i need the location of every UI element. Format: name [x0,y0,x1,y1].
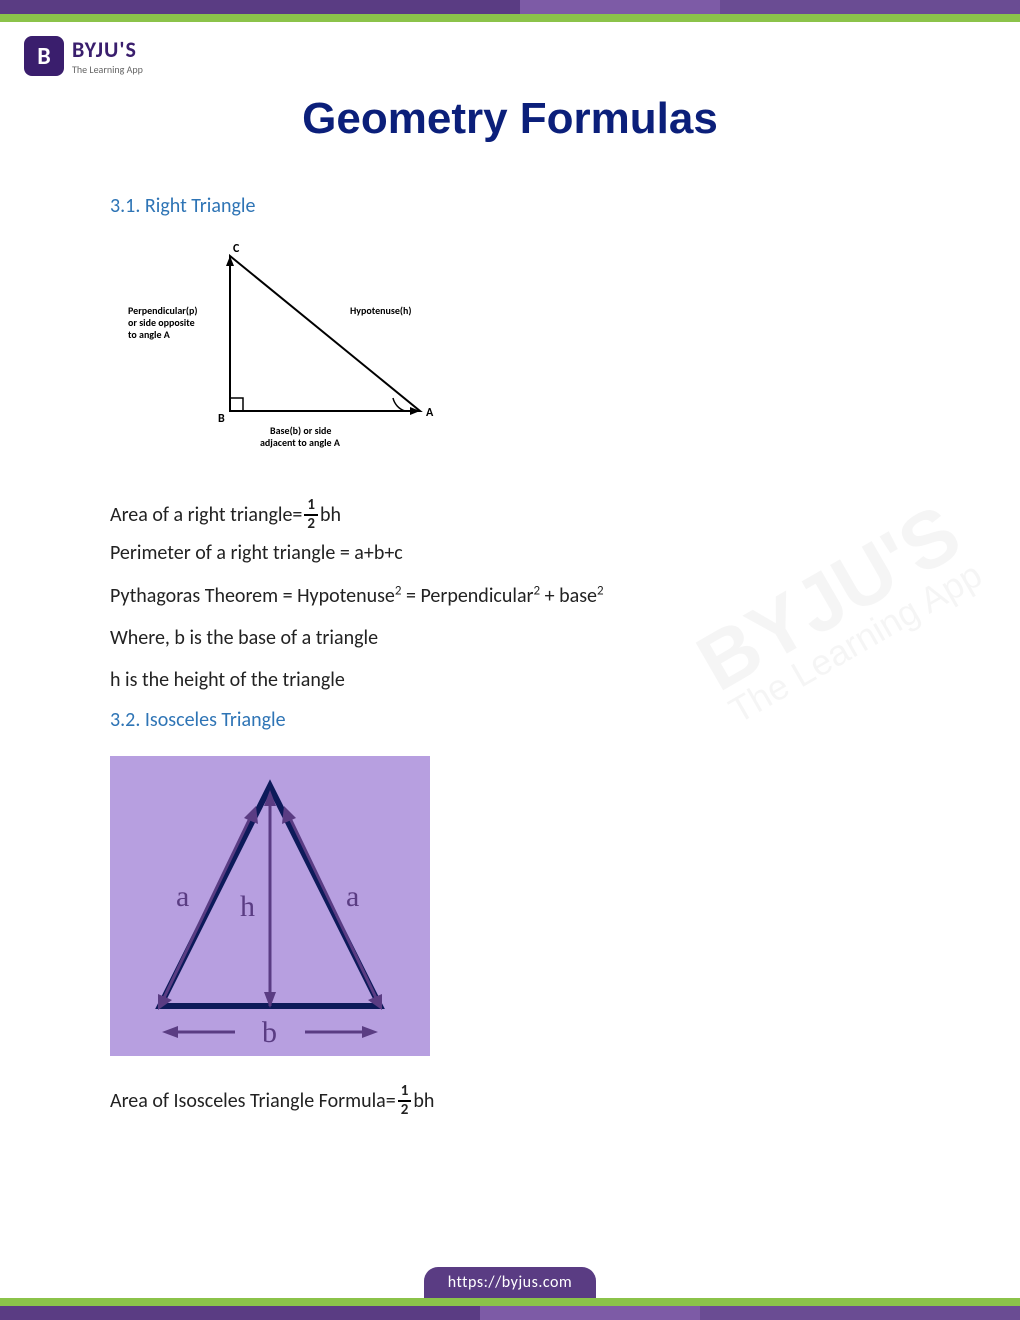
right-triangle-perimeter-formula: Perimeter of a right triangle = a+b+c [110,538,910,568]
iso-area-suffix: bh [413,1086,434,1116]
content-body: 3.1. Right Triangle C B A Perpendicular(… [0,194,1020,1118]
where-b-text: Where, b is the base of a triangle [110,624,910,652]
fraction-half-icon: 1 2 [398,1084,412,1118]
brand-tagline: The Learning App [72,63,143,76]
header-green-stripe [0,14,1020,22]
iso-side-a-left: a [176,880,189,913]
logo-badge-icon: B [24,36,64,76]
logo: B BYJU'S The Learning App [0,22,1020,76]
footer-url: https://byjus.com [424,1267,596,1298]
page-title: Geometry Formulas [0,94,1020,144]
right-triangle-diagram: C B A Perpendicular(p) or side opposite … [120,236,460,466]
section-heading-isosceles: 3.2. Isosceles Triangle [110,708,910,732]
brand-name: BYJU'S [72,36,143,63]
isosceles-area-formula: Area of Isosceles Triangle Formula= 1 2 … [110,1084,910,1118]
iso-side-a-right: a [346,880,359,913]
fraction-half-icon: 1 2 [304,498,318,532]
iso-area-prefix: Area of Isosceles Triangle Formula= [110,1086,396,1116]
vertex-c-label: C [233,242,240,256]
vertex-b-label: B [218,412,225,426]
where-h-text: h is the height of the triangle [110,666,910,694]
footer-green-stripe [0,1298,1020,1306]
iso-base-b: b [262,1016,277,1049]
hyp-label: Hypotenuse(h) [350,304,412,317]
pythagoras-formula: Pythagoras Theorem = Hypotenuse2 = Perpe… [110,582,910,610]
area-prefix: Area of a right triangle= [110,500,302,530]
section-heading-right-triangle: 3.1. Right Triangle [110,194,910,218]
perp-label-3: to angle A [128,328,171,341]
footer-stripe [0,1306,1020,1320]
iso-height-h: h [240,890,255,923]
header-stripe [0,0,1020,14]
isosceles-triangle-diagram: a a h b [110,756,430,1056]
area-suffix: bh [320,500,341,530]
footer: https://byjus.com [0,1267,1020,1320]
right-triangle-area-formula: Area of a right triangle= 1 2 bh [110,498,910,532]
base-label-2: adjacent to angle A [260,436,341,449]
vertex-a-label: A [426,406,434,420]
